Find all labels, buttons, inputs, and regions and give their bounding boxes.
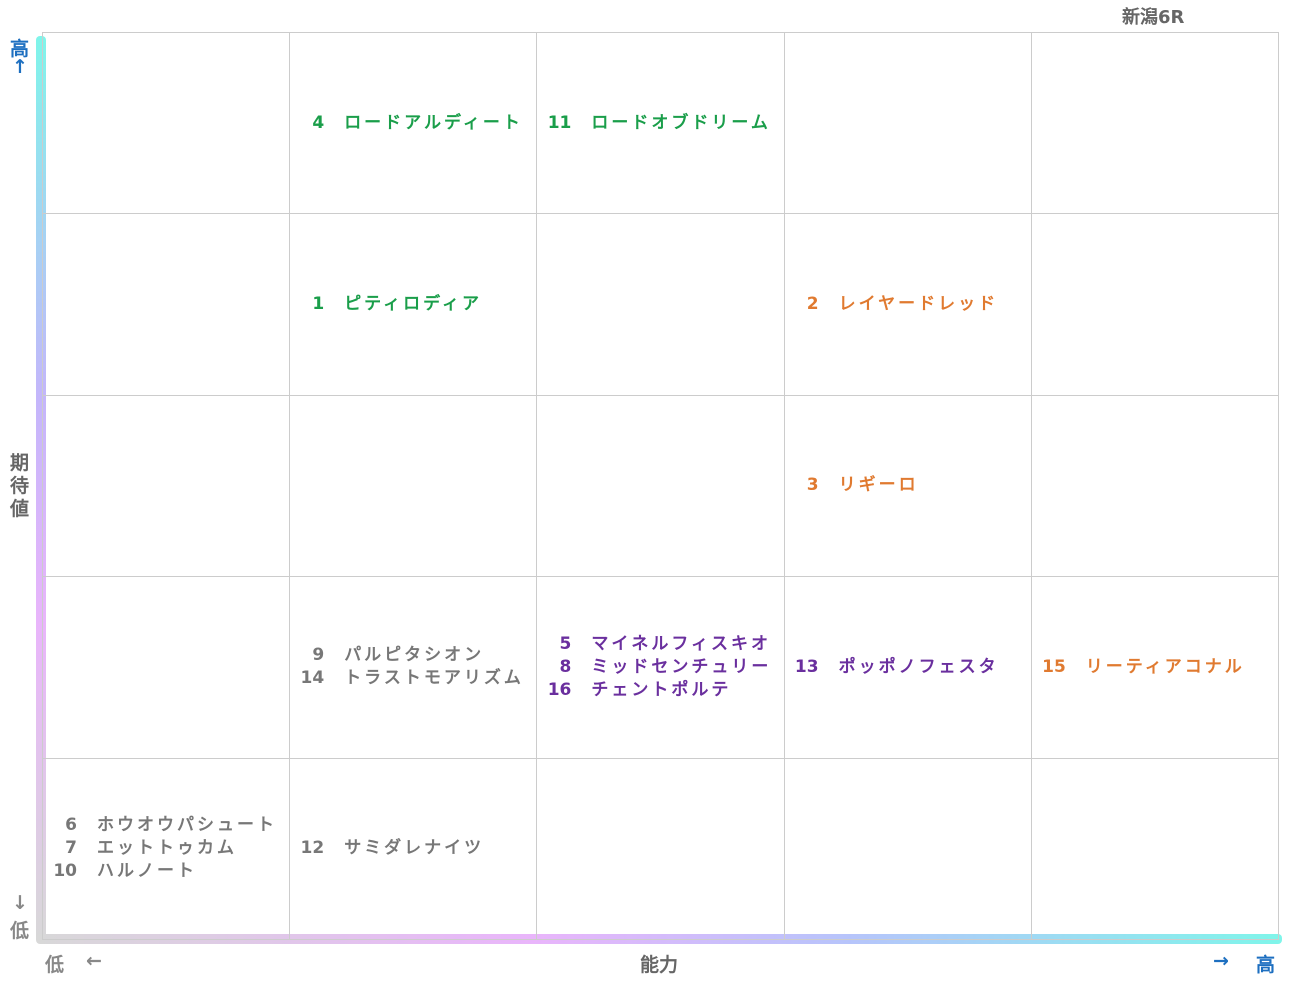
cell xyxy=(289,395,537,578)
entry: 13 ポッポノフェスタ xyxy=(785,656,1031,679)
cell xyxy=(536,758,784,940)
entry-number: 13 xyxy=(794,656,819,677)
entry-number: 8 xyxy=(559,656,572,677)
entry-name: ピティロディア xyxy=(344,294,482,315)
entry: 12 サミダレナイツ xyxy=(290,837,536,860)
entry-number: 3 xyxy=(806,475,819,496)
entry: 5 マイネルフィスキオ xyxy=(537,633,783,656)
entry: 8 ミッドセンチュリー xyxy=(537,656,783,679)
entry-number: 12 xyxy=(300,838,325,859)
entry-number: 6 xyxy=(65,815,77,836)
entry-name: ポッポノフェスタ xyxy=(838,656,999,677)
cell: 1 ピティロディア xyxy=(289,214,537,396)
cell xyxy=(42,214,290,396)
entry: 11 ロードオブドリーム xyxy=(537,112,783,135)
y-high: 高 xyxy=(10,38,30,60)
entry: 14 トラストモアリズム xyxy=(290,667,536,690)
entry-number: 4 xyxy=(312,112,325,133)
entry-number: 7 xyxy=(65,838,77,859)
entry: 1 ピティロディア xyxy=(290,293,536,316)
entry: 6 ホウオウパシュート xyxy=(43,814,289,837)
entry-number: 16 xyxy=(547,679,572,700)
entry-name: リギーロ xyxy=(838,475,919,496)
cell xyxy=(1030,33,1278,215)
entry-number: 2 xyxy=(806,294,819,315)
x-low-arrow: ← xyxy=(86,950,102,972)
x-high-arrow: → xyxy=(1213,950,1229,972)
entry-number: 14 xyxy=(300,668,325,689)
entry-name: トラストモアリズム xyxy=(344,668,524,689)
entry-number: 11 xyxy=(547,112,572,133)
entry-name: パルピタシオン xyxy=(344,645,485,666)
y-label: 期待値 xyxy=(10,452,30,520)
cell: 9 パルピタシオン 14 トラストモアリズム xyxy=(289,577,537,759)
entry-name: ミッドセンチュリー xyxy=(591,656,772,677)
entry-name: サミダレナイツ xyxy=(344,838,485,859)
cell xyxy=(536,395,784,578)
y-axis-bar xyxy=(36,36,46,942)
cell xyxy=(42,33,290,215)
cell xyxy=(1030,758,1278,940)
entry-number: 15 xyxy=(1042,656,1066,677)
entry: 4 ロードアルディート xyxy=(290,112,536,135)
entry-name: レイヤードレッド xyxy=(838,294,999,315)
entry: 3 リギーロ xyxy=(785,474,1031,497)
entry-name: エットトゥカム xyxy=(97,838,237,859)
cell: 12 サミダレナイツ xyxy=(289,758,537,940)
grid: 4 ロードアルディート 11 ロードオブドリーム 1 ピティロディア 2 レイヤードレッド 3 リ… xyxy=(42,32,1279,940)
race-title: 新潟6R xyxy=(1122,7,1185,28)
entry-number: 5 xyxy=(559,633,572,654)
entry: 10 ハルノート xyxy=(43,860,289,883)
cell xyxy=(783,758,1031,940)
y-high-arrow: ↑ xyxy=(12,56,28,78)
cell: 5 マイネルフィスキオ 8 ミッドセンチュリー 16 チェントポルテ xyxy=(536,577,784,759)
x-label: 能力 xyxy=(640,954,679,976)
y-low: 低 xyxy=(10,920,30,942)
y-low-arrow: ↓ xyxy=(12,892,28,914)
entry-number: 10 xyxy=(53,861,77,882)
cell xyxy=(1030,214,1278,396)
cell xyxy=(42,395,290,578)
entry-number: 1 xyxy=(312,294,325,315)
entry-name: リーティアコナル xyxy=(1085,656,1245,677)
cell: 15 リーティアコナル xyxy=(1030,577,1278,759)
entry: 15 リーティアコナル xyxy=(1032,656,1278,679)
entry-name: マイネルフィスキオ xyxy=(591,633,772,654)
cell xyxy=(42,577,290,759)
cell: 11 ロードオブドリーム xyxy=(536,33,784,215)
entry-name: ロードオブドリーム xyxy=(591,112,771,133)
entry-name: チェントポルテ xyxy=(591,679,732,700)
cell: 2 レイヤードレッド xyxy=(783,214,1031,396)
entry: 7 エットトゥカム xyxy=(43,837,289,860)
entry: 16 チェントポルテ xyxy=(537,679,783,702)
entry-number: 9 xyxy=(312,645,325,666)
cell xyxy=(783,33,1031,215)
cell xyxy=(536,214,784,396)
entry-name: ハルノート xyxy=(97,861,197,882)
cell: 13 ポッポノフェスタ xyxy=(783,577,1031,759)
entry-name: ロードアルディート xyxy=(344,112,523,133)
cell: 4 ロードアルディート xyxy=(289,33,537,215)
entry-name: ホウオウパシュート xyxy=(97,815,277,836)
x-high: 高 xyxy=(1256,954,1276,976)
cell: 6 ホウオウパシュート 7 エットトゥカム 10 ハルノート xyxy=(42,758,290,940)
cell xyxy=(1030,395,1278,578)
entry: 9 パルピタシオン xyxy=(290,644,536,667)
entry: 2 レイヤードレッド xyxy=(785,293,1031,316)
x-low: 低 xyxy=(45,954,65,976)
cell: 3 リギーロ xyxy=(783,395,1031,578)
